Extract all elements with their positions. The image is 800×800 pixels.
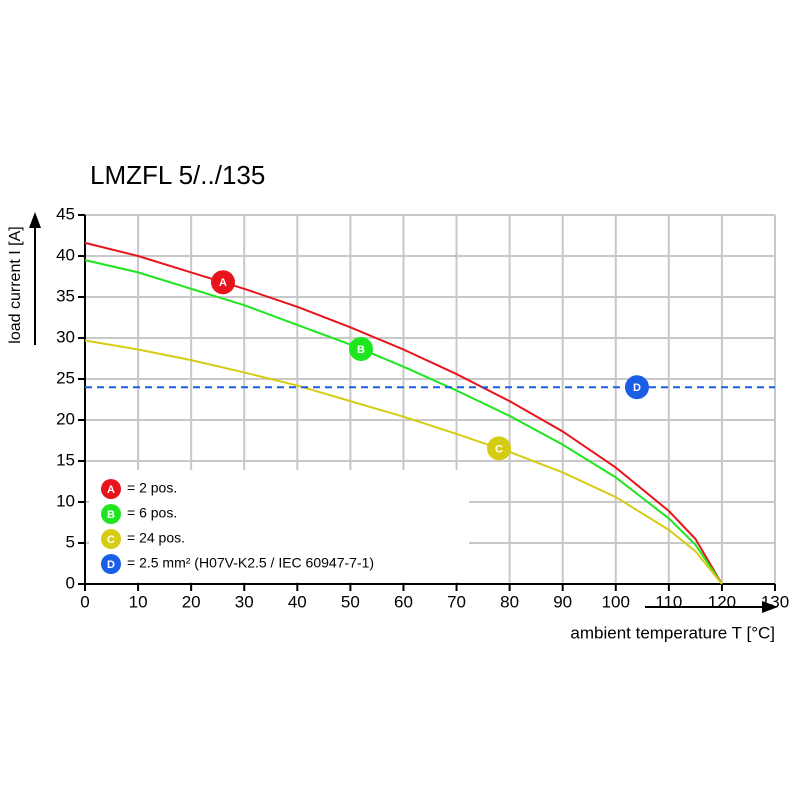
x-tick-label: 30 [235, 592, 254, 611]
y-tick-label: 0 [66, 573, 75, 592]
legend-label: = 24 pos. [127, 530, 185, 546]
y-tick-label: 25 [56, 368, 75, 387]
x-tick-label: 20 [182, 592, 201, 611]
legend-marker [101, 529, 121, 549]
y-tick-label: 30 [56, 327, 75, 346]
y-tick-label: 20 [56, 409, 75, 428]
chart-title: LMZFL 5/../135 [90, 160, 265, 190]
y-tick-label: 5 [66, 532, 75, 551]
y-tick-label: 10 [56, 491, 75, 510]
x-tick-label: 10 [129, 592, 148, 611]
x-tick-label: 120 [708, 592, 736, 611]
x-tick-label: 40 [288, 592, 307, 611]
series-marker [487, 436, 511, 461]
marker-key: A [219, 277, 227, 289]
x-axis-label: ambient temperature T [°C] [570, 623, 775, 642]
legend-marker [101, 479, 121, 499]
legend-label: = 2 pos. [127, 480, 177, 496]
y-tick-label: 45 [56, 204, 75, 223]
legend-key: A [107, 484, 115, 496]
y-tick-label: 40 [56, 245, 75, 264]
legend-label: = 6 pos. [127, 505, 177, 521]
series-marker [211, 270, 235, 295]
x-tick-label: 60 [394, 592, 413, 611]
x-tick-label: 100 [602, 592, 630, 611]
x-tick-label: 130 [761, 592, 789, 611]
x-arrowhead [762, 601, 778, 613]
y-tick-label: 15 [56, 450, 75, 469]
marker-key: B [357, 344, 365, 356]
legend-key: D [107, 559, 115, 571]
x-tick-label: 90 [553, 592, 572, 611]
x-tick-label: 80 [500, 592, 519, 611]
y-arrowhead [29, 212, 41, 228]
series-line [84, 259, 723, 585]
y-axis-label: load current I [A] [7, 226, 24, 343]
marker-key: D [633, 382, 641, 394]
legend-marker [101, 504, 121, 524]
legend-label: = 2.5 mm² (H07V-K2.5 / IEC 60947-7-1) [127, 555, 374, 571]
series-line [84, 339, 723, 585]
y-tick-label: 35 [56, 286, 75, 305]
x-tick-label: 0 [80, 592, 89, 611]
legend-box [89, 470, 469, 582]
series-marker [625, 375, 649, 400]
series-line [84, 241, 723, 585]
series-marker [349, 336, 373, 361]
x-tick-label: 70 [447, 592, 466, 611]
x-tick-label: 110 [655, 592, 682, 611]
marker-key: C [495, 443, 503, 455]
legend-key: B [107, 509, 115, 521]
legend-key: C [107, 534, 115, 546]
x-tick-label: 50 [341, 592, 360, 611]
legend-marker [101, 554, 121, 574]
